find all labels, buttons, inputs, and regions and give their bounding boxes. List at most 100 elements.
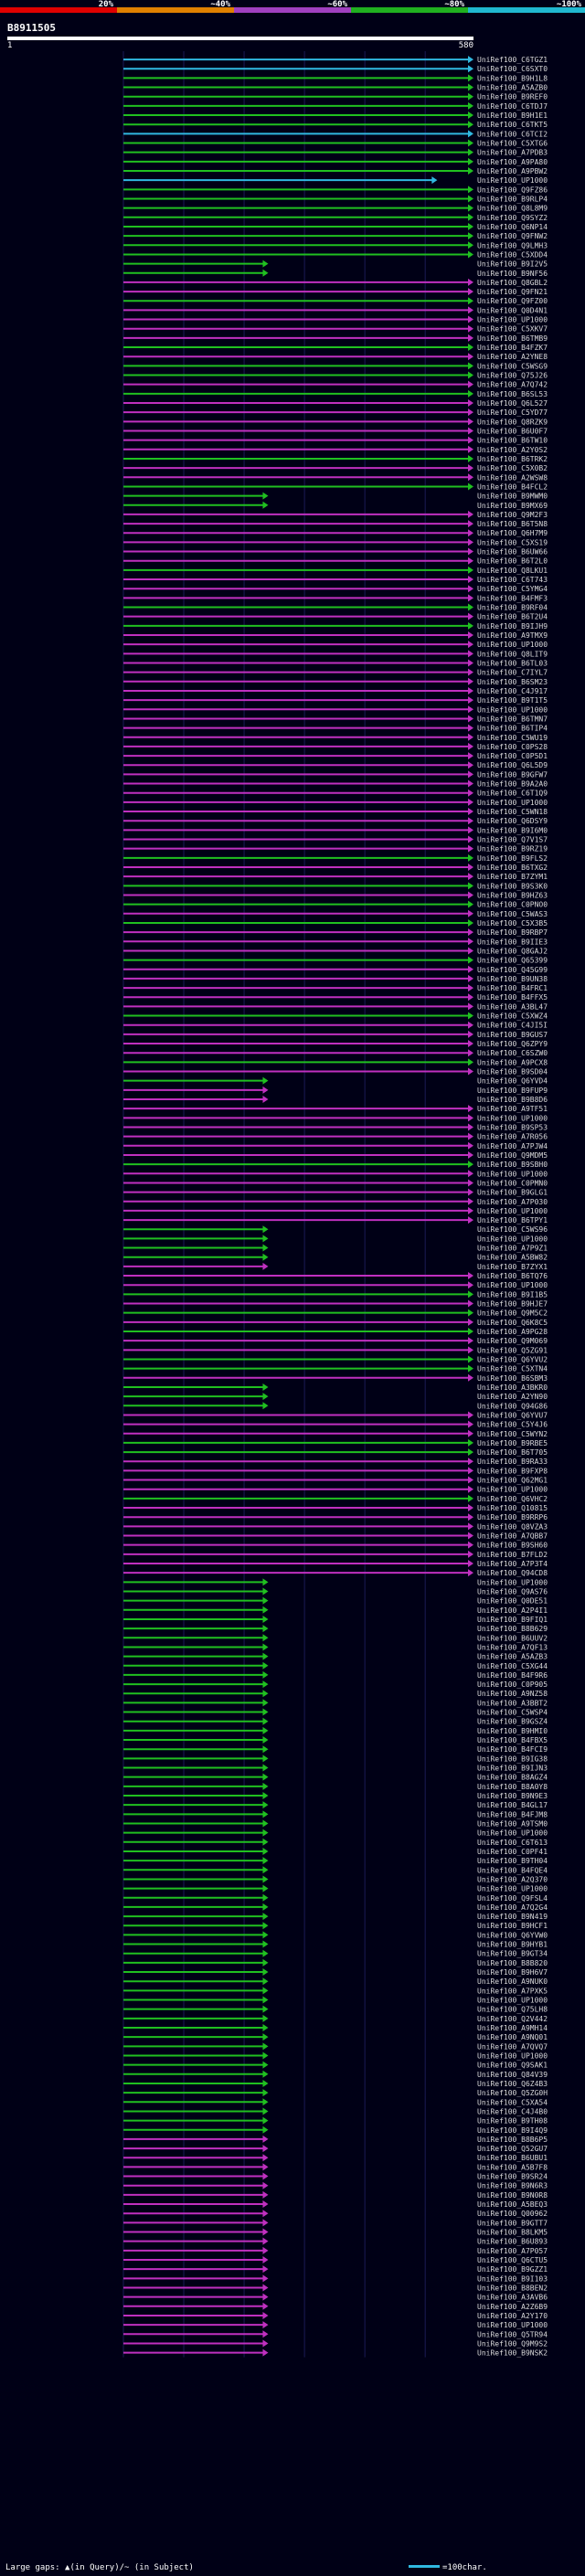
hit-row[interactable]: UniRef100_B6SL53 — [123, 389, 548, 398]
hit-label[interactable]: UniRef100_Q6CTU5 — [477, 2256, 548, 2264]
hit-row[interactable]: UniRef100_A2WSW8 — [123, 473, 548, 482]
hit-label[interactable]: UniRef100_Q6L5D9 — [477, 761, 548, 769]
hit-row[interactable]: UniRef100_B9B8D6 — [123, 1096, 548, 1104]
hit-row[interactable]: UniRef100_B9I6M0 — [123, 826, 548, 834]
hit-label[interactable]: UniRef100_B4FCL2 — [477, 482, 548, 491]
hit-label[interactable]: UniRef100_UP1000 — [477, 1207, 548, 1215]
hit-row[interactable]: UniRef100_B9RLP4 — [123, 195, 548, 203]
hit-row[interactable]: UniRef100_B7ZYM1 — [123, 873, 548, 881]
hit-row[interactable]: UniRef100_Q52GU7 — [123, 2145, 548, 2153]
hit-row[interactable]: UniRef100_B8A0Y8 — [123, 1782, 548, 1791]
hit-row[interactable]: UniRef100_C5XDD4 — [123, 250, 548, 259]
hit-row[interactable]: UniRef100_B9I4Q9 — [123, 2125, 548, 2135]
hit-row[interactable]: UniRef100_A2Q370 — [123, 1875, 548, 1883]
hit-row[interactable]: UniRef100_UP1000 — [123, 1114, 548, 1122]
hit-label[interactable]: UniRef100_C4J917 — [477, 687, 548, 695]
hit-row[interactable]: UniRef100_Q8L8M9 — [123, 204, 548, 213]
hit-label[interactable]: UniRef100_UP1000 — [477, 1170, 548, 1178]
hit-row[interactable]: UniRef100_UP1000 — [123, 705, 548, 714]
hit-row[interactable]: UniRef100_B6T705 — [123, 1448, 548, 1457]
hit-row[interactable]: UniRef100_B9NSK2 — [123, 2348, 548, 2358]
hit-row[interactable]: UniRef100_Q6ZPY9 — [123, 1040, 548, 1048]
hit-label[interactable]: UniRef100_A7QBB7 — [477, 1532, 548, 1541]
hit-row[interactable]: UniRef100_B6SBM3 — [123, 1373, 548, 1383]
hit-row[interactable]: UniRef100_B6TQ76 — [123, 1272, 548, 1280]
hit-row[interactable]: UniRef100_B6T5N8 — [123, 520, 548, 528]
hit-label[interactable]: UniRef100_C5XTN4 — [477, 1365, 548, 1373]
hit-row[interactable]: UniRef100_Q65399 — [123, 956, 548, 965]
hit-label[interactable]: UniRef100_C5WN18 — [477, 808, 548, 816]
hit-label[interactable]: UniRef100_B9FIQ1 — [477, 1616, 548, 1624]
hit-row[interactable]: UniRef100_B4FJM8 — [123, 1810, 548, 1818]
hit-label[interactable]: UniRef100_C5XKV7 — [477, 325, 548, 334]
hit-label[interactable]: UniRef100_C6T613 — [477, 1839, 548, 1847]
hit-row[interactable]: UniRef100_A7PXK5 — [123, 1987, 548, 1995]
hit-row[interactable]: UniRef100_B9IIE3 — [123, 938, 548, 946]
hit-row[interactable]: UniRef100_Q7V1S7 — [123, 835, 548, 844]
hit-label[interactable]: UniRef100_B9H1L8 — [477, 74, 548, 82]
hit-row[interactable]: UniRef100_C5X0B2 — [123, 464, 548, 472]
hit-row[interactable]: UniRef100_B6U893 — [123, 2237, 548, 2246]
hit-row[interactable]: UniRef100_Q8LIT9 — [123, 650, 548, 658]
hit-row[interactable]: UniRef100_A9NZ58 — [123, 1690, 548, 1698]
hit-label[interactable]: UniRef100_B9TH04 — [477, 1857, 548, 1865]
hit-label[interactable]: UniRef100_A3AVB6 — [477, 2294, 548, 2302]
hit-label[interactable]: UniRef100_B6T5N8 — [477, 520, 548, 528]
hit-row[interactable]: UniRef100_Q9SYZ2 — [123, 213, 548, 222]
hit-label[interactable]: UniRef100_A2Y170 — [477, 2312, 548, 2320]
hit-row[interactable]: UniRef100_B9FUP9 — [123, 1086, 548, 1095]
hit-label[interactable]: UniRef100_B9FLS2 — [477, 854, 548, 863]
hit-label[interactable]: UniRef100_Q75LH8 — [477, 2006, 548, 2014]
hit-label[interactable]: UniRef100_B6U0F7 — [477, 427, 548, 435]
hit-row[interactable]: UniRef100_B9FLS2 — [123, 853, 548, 863]
hit-label[interactable]: UniRef100_B9I1B5 — [477, 1290, 548, 1299]
hit-label[interactable]: UniRef100_B6TMB9 — [477, 334, 548, 343]
hit-row[interactable]: UniRef100_C0PNO0 — [123, 900, 548, 909]
hit-label[interactable]: UniRef100_Q6L527 — [477, 399, 548, 408]
hit-label[interactable]: UniRef100_C4JI5I — [477, 1022, 548, 1030]
hit-label[interactable]: UniRef100_B9RRP6 — [477, 1513, 548, 1521]
hit-label[interactable]: UniRef100_B6TIP4 — [477, 725, 548, 733]
hit-label[interactable]: UniRef100_B6TMN7 — [477, 715, 548, 723]
hit-label[interactable]: UniRef100_B9NSK2 — [477, 2349, 548, 2358]
hit-row[interactable]: UniRef100_Q10815 — [123, 1504, 548, 1512]
hit-row[interactable]: UniRef100_B6TMB9 — [123, 334, 548, 343]
hit-label[interactable]: UniRef100_A9NZ58 — [477, 1690, 548, 1698]
hit-label[interactable]: UniRef100_B8B820 — [477, 1959, 548, 1967]
hit-label[interactable]: UniRef100_A7QF13 — [477, 1643, 548, 1651]
hit-label[interactable]: UniRef100_B9SP53 — [477, 1123, 548, 1131]
hit-label[interactable]: UniRef100_B9RA33 — [477, 1458, 548, 1466]
hit-row[interactable]: UniRef100_Q45G99 — [123, 965, 548, 974]
hit-label[interactable]: UniRef100_B6T2L0 — [477, 557, 548, 566]
hit-label[interactable]: UniRef100_UP1000 — [477, 2051, 548, 2060]
hit-label[interactable]: UniRef100_A9TMX9 — [477, 631, 548, 640]
hit-row[interactable]: UniRef100_Q9FZ86 — [123, 186, 548, 194]
hit-row[interactable]: UniRef100_B9SP53 — [123, 1123, 548, 1131]
hit-row[interactable]: UniRef100_B4FFX5 — [123, 993, 548, 1002]
hit-label[interactable]: UniRef100_C6TCI2 — [477, 130, 548, 138]
hit-row[interactable]: UniRef100_B6TRK2 — [123, 454, 548, 463]
hit-row[interactable]: UniRef100_B8B629 — [123, 1625, 548, 1633]
hit-label[interactable]: UniRef100_B4F9R6 — [477, 1671, 548, 1680]
hit-label[interactable]: UniRef100_Q6DSY9 — [477, 817, 548, 825]
hit-row[interactable]: UniRef100_Q6YVU7 — [123, 1411, 548, 1419]
hit-label[interactable]: UniRef100_B4FRC1 — [477, 984, 548, 992]
hit-row[interactable]: UniRef100_UP1000 — [123, 1485, 548, 1494]
hit-label[interactable]: UniRef100_C7IYL7 — [477, 669, 548, 677]
hit-label[interactable]: UniRef100_B8B6P5 — [477, 2136, 548, 2144]
hit-row[interactable]: UniRef100_Q8RZK9 — [123, 418, 548, 426]
hit-row[interactable]: UniRef100_A3BL47 — [123, 1002, 548, 1011]
hit-label[interactable]: UniRef100_A7PXK5 — [477, 1987, 548, 1995]
hit-label[interactable]: UniRef100_B6TW10 — [477, 437, 548, 445]
hit-label[interactable]: UniRef100_B9HYB1 — [477, 1941, 548, 1949]
hit-label[interactable]: UniRef100_Q6YVU2 — [477, 1355, 548, 1363]
hit-label[interactable]: UniRef100_A5BEQ3 — [477, 2200, 548, 2209]
hit-label[interactable]: UniRef100_Q9MDM5 — [477, 1151, 548, 1160]
hit-row[interactable]: UniRef100_B9RRP6 — [123, 1513, 548, 1521]
hit-label[interactable]: UniRef100_A7Q742 — [477, 381, 548, 389]
hit-row[interactable]: UniRef100_B9S3K0 — [123, 882, 548, 890]
hit-label[interactable]: UniRef100_B9FUP9 — [477, 1087, 548, 1095]
hit-label[interactable]: UniRef100_A3BL47 — [477, 1002, 548, 1011]
hit-row[interactable]: UniRef100_UP1000 — [123, 641, 548, 649]
hit-row[interactable]: UniRef100_C5WYN2 — [123, 1429, 548, 1438]
